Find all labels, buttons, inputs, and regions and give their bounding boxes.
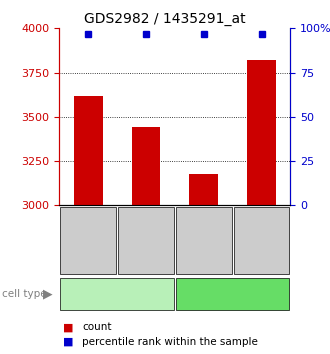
Bar xyxy=(189,175,218,205)
Text: ■: ■ xyxy=(63,337,73,347)
Text: percentile rank within the sample: percentile rank within the sample xyxy=(82,337,258,347)
Text: GSM224734: GSM224734 xyxy=(199,211,209,270)
Bar xyxy=(132,127,160,205)
Text: ▶: ▶ xyxy=(43,287,53,300)
Text: splenic macrophage: splenic macrophage xyxy=(71,289,163,298)
Text: GSM224733: GSM224733 xyxy=(83,211,93,270)
Text: GSM224736: GSM224736 xyxy=(256,211,267,270)
Text: ■: ■ xyxy=(63,322,73,332)
Text: count: count xyxy=(82,322,112,332)
Bar xyxy=(74,96,103,205)
Text: intestinal macrophage: intestinal macrophage xyxy=(182,289,283,298)
Text: GSM224735: GSM224735 xyxy=(141,211,151,270)
Text: cell type: cell type xyxy=(2,289,46,299)
Text: GDS2982 / 1435291_at: GDS2982 / 1435291_at xyxy=(84,12,246,27)
Bar xyxy=(247,60,276,205)
